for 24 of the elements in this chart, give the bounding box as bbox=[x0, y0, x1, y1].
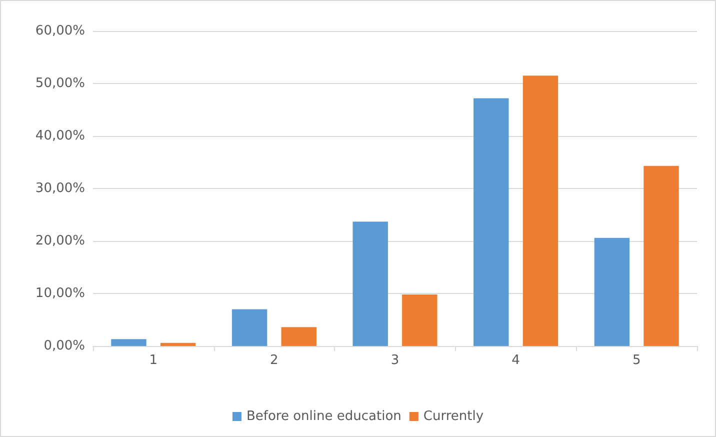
bar bbox=[594, 238, 630, 346]
x-tick-label: 2 bbox=[270, 353, 278, 368]
y-tick-label: 60,00% bbox=[35, 24, 85, 38]
bar bbox=[160, 342, 196, 346]
bar bbox=[352, 222, 388, 346]
y-tick-label: 0,00% bbox=[44, 338, 85, 354]
legend-label: Before online education bbox=[246, 409, 402, 424]
x-tick-label: 5 bbox=[632, 353, 641, 368]
legend-label: Currently bbox=[423, 409, 484, 424]
bar bbox=[522, 76, 558, 346]
bar bbox=[232, 309, 268, 346]
y-tick-label: 20,00% bbox=[35, 234, 85, 248]
bar bbox=[474, 98, 509, 346]
bar bbox=[402, 294, 438, 346]
bar bbox=[111, 339, 146, 346]
y-tick-label: 10,00% bbox=[35, 286, 85, 301]
y-tick-label: 30,00% bbox=[35, 181, 85, 196]
x-tick-label: 3 bbox=[390, 353, 400, 368]
y-tick-label: 50,00% bbox=[35, 76, 85, 91]
x-tick-label: 1 bbox=[149, 353, 158, 368]
y-tick-label: 40,00% bbox=[35, 128, 85, 144]
bar bbox=[644, 166, 679, 346]
x-tick-label: 4 bbox=[512, 353, 520, 368]
bar bbox=[281, 327, 316, 346]
